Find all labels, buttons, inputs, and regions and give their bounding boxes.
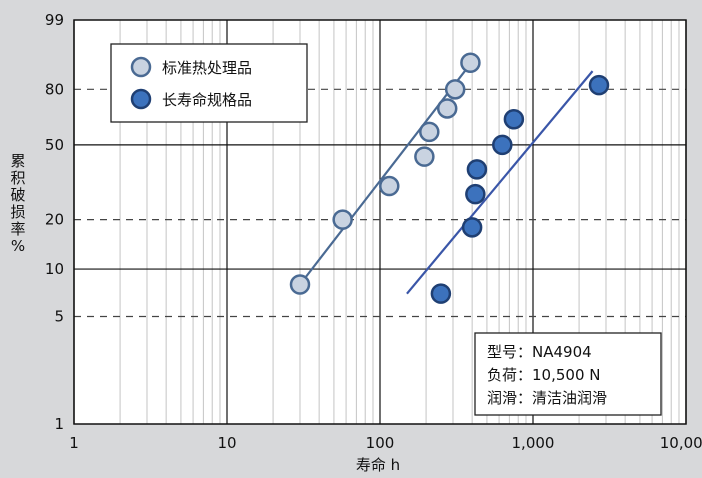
data-point-series-1	[460, 52, 481, 74]
legend-marker-standard	[130, 56, 152, 78]
y-axis-title: 累积破损率%	[10, 152, 25, 255]
data-point-series-1	[332, 209, 353, 230]
x-tick-label: 10,000	[660, 434, 702, 452]
spec-box	[474, 332, 662, 416]
spec-load: 负荷：10,500 N	[487, 366, 600, 384]
legend-marker-long-life	[130, 88, 152, 110]
fit-line-series-2	[406, 70, 594, 295]
fit-lines	[299, 58, 594, 295]
y-axis-title-char: 率	[10, 220, 25, 238]
data-point-series-2	[430, 283, 452, 304]
y-tick-label: 5	[54, 308, 64, 326]
spec-lubrication: 润滑：清洁油润滑	[487, 389, 607, 407]
legend-label-long-life: 长寿命规格品	[162, 91, 252, 109]
data-point-series-2	[503, 109, 525, 130]
y-tick-label: 80	[45, 80, 64, 98]
tick-labels: 1 10 100 1,000 10,000 1 5 10 20 50 80 99	[45, 11, 702, 452]
data-point-series-1	[289, 274, 311, 295]
spec-model: 型号：NA4904	[487, 343, 592, 361]
y-axis-title-char: %	[11, 237, 25, 255]
x-axis-title: 寿命 h	[356, 456, 400, 473]
y-tick-label: 20	[45, 211, 64, 229]
data-point-series-1	[444, 79, 466, 100]
y-axis-title-char: 累	[10, 152, 25, 170]
spec-annotation: 型号：NA4904 负荷：10,500 N 润滑：清洁油润滑	[474, 332, 662, 416]
y-axis-title-char: 积	[10, 169, 25, 187]
plot-frame	[73, 19, 687, 425]
y-tick-label: 99	[45, 11, 64, 29]
data-point-series-2	[588, 74, 610, 96]
data-points	[289, 52, 610, 304]
data-point-series-2	[465, 183, 486, 205]
fit-line-series-1	[299, 58, 475, 286]
y-axis-title-char: 破	[10, 186, 25, 204]
data-point-series-2	[492, 134, 513, 156]
x-tick-label: 100	[366, 434, 395, 452]
y-tick-label: 50	[45, 136, 64, 154]
y-tick-label: 1	[54, 415, 64, 433]
legend: 标准热处理品 长寿命规格品	[110, 43, 308, 123]
data-point-series-2	[461, 217, 483, 238]
data-point-series-1	[379, 175, 400, 197]
y-axis-title-char: 损	[10, 203, 25, 221]
data-point-series-2	[466, 159, 488, 180]
x-tick-label: 1	[69, 434, 79, 452]
legend-box	[110, 43, 308, 123]
x-tick-label: 10	[217, 434, 236, 452]
data-point-series-1	[419, 121, 440, 143]
y-tick-label: 10	[45, 260, 64, 278]
data-point-series-1	[414, 146, 435, 167]
x-tick-label: 1,000	[512, 434, 555, 452]
legend-label-standard: 标准热处理品	[162, 59, 252, 77]
data-point-series-1	[436, 98, 458, 119]
